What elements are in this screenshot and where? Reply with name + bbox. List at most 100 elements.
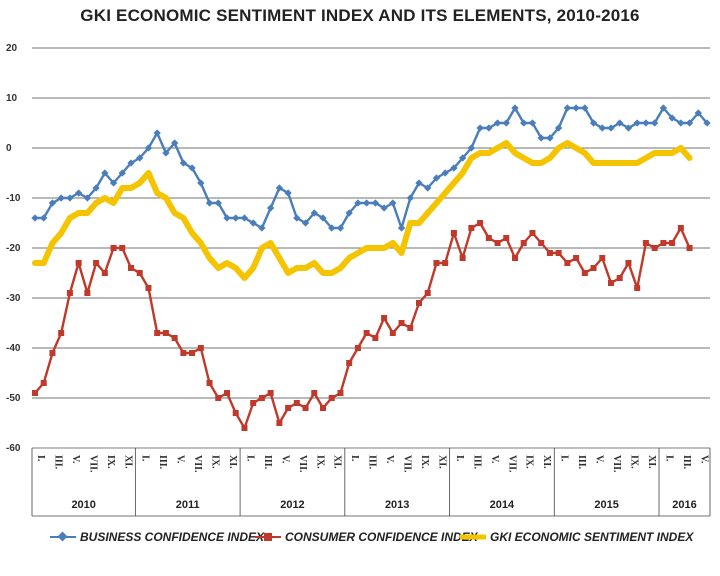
data-point-business (537, 134, 545, 142)
data-point-consumer (110, 245, 117, 251)
data-point-consumer (354, 345, 361, 351)
data-point-consumer (58, 330, 65, 336)
x-tick-label-month: XI. (122, 455, 133, 469)
data-point-business (31, 214, 39, 222)
data-point-consumer (66, 290, 73, 296)
data-point-consumer (608, 280, 614, 286)
data-point-business (424, 184, 432, 192)
data-point-business (232, 214, 240, 222)
data-point-consumer (189, 350, 196, 356)
data-point-consumer (320, 405, 326, 411)
y-tick-label: 10 (6, 93, 18, 104)
data-point-business (362, 199, 371, 207)
series-line-0 (33, 106, 709, 230)
data-point-business (101, 169, 109, 177)
data-point-consumer (302, 405, 309, 411)
data-point-business (563, 104, 572, 112)
x-tick-label-month: V. (279, 455, 290, 464)
x-tick-label-month: III. (157, 455, 168, 470)
x-tick-label-month: IX. (419, 455, 430, 469)
data-point-consumer (625, 260, 632, 266)
data-point-consumer (546, 250, 553, 256)
data-point-consumer (677, 225, 684, 231)
data-point-business (502, 119, 510, 127)
x-tick-label-month: I. (349, 455, 360, 462)
data-point-business (293, 214, 301, 222)
data-point-consumer (145, 285, 152, 291)
data-point-business (572, 104, 580, 112)
data-point-business (546, 134, 554, 142)
x-tick-label-month: III. (367, 455, 378, 470)
data-point-consumer (180, 350, 187, 356)
data-point-consumer (564, 260, 571, 266)
x-tick-label-month: VII. (611, 455, 622, 473)
x-tick-label-year: 2015 (594, 499, 618, 511)
x-tick-label-month: I. (244, 455, 255, 462)
data-point-business (275, 184, 284, 192)
data-point-business (415, 179, 423, 187)
data-point-consumer (590, 265, 597, 271)
y-axis-ticks: 20 10 0 -10 -20 -30 -40 -50 -60 (6, 43, 21, 454)
data-point-consumer (381, 315, 388, 321)
legend-item-consumer: CONSUMER CONFIDENCE INDEX (255, 527, 478, 547)
data-point-business (406, 194, 414, 202)
data-point-consumer (512, 255, 518, 261)
y-tick-label: 20 (6, 43, 18, 54)
series-line-1 (33, 221, 691, 430)
x-tick-label-month: V. (698, 455, 709, 464)
legend-item-gki: GKI ECONOMIC SENTIMENT INDEX (460, 527, 693, 547)
data-point-consumer (477, 220, 484, 226)
data-point-consumer (215, 395, 222, 401)
data-point-business (450, 164, 458, 172)
data-point-business (249, 219, 257, 227)
data-point-consumer (197, 345, 204, 351)
data-point-consumer (442, 260, 449, 266)
x-tick-label-month: V. (384, 455, 395, 464)
x-tick-label-month: IX. (210, 455, 221, 469)
data-point-consumer (398, 320, 405, 326)
legend-label-consumer: CONSUMER CONFIDENCE INDEX (285, 530, 478, 544)
legend-swatch-gki (460, 534, 486, 540)
data-point-consumer (128, 265, 134, 271)
series-line-2 (32, 140, 693, 281)
legend: BUSINESS CONFIDENCE INDEX CONSUMER CONFI… (0, 527, 720, 547)
x-tick-label-month: I. (140, 455, 151, 462)
data-point-consumer (468, 225, 475, 231)
data-point-business (389, 199, 397, 207)
x-tick-label-month: VII. (192, 455, 203, 473)
data-point-consumer (328, 395, 335, 401)
data-point-business (520, 119, 528, 127)
legend-swatch-business (50, 531, 76, 542)
data-point-consumer (84, 290, 91, 296)
data-point-business (319, 214, 327, 222)
data-point-consumer (206, 380, 213, 386)
data-point-consumer (599, 255, 606, 261)
legend-swatch-consumer (255, 533, 281, 541)
data-point-business (354, 199, 362, 207)
y-tick-label: -30 (6, 293, 21, 304)
data-point-consumer (75, 260, 82, 266)
data-point-consumer (634, 285, 641, 291)
data-point-consumer (555, 250, 562, 256)
data-point-business (188, 164, 196, 172)
data-point-consumer (154, 330, 161, 336)
data-point-consumer (337, 390, 344, 396)
x-tick-label-month: V. (70, 455, 81, 464)
data-point-consumer (293, 400, 300, 406)
x-tick-label-month: V. (489, 455, 500, 464)
data-point-business (266, 204, 275, 212)
data-point-business (328, 224, 336, 232)
x-tick-label-year: 2011 (176, 499, 200, 511)
data-point-business (467, 144, 476, 152)
data-point-business (284, 189, 292, 197)
x-tick-label-month: III. (52, 455, 63, 470)
data-point-consumer (267, 390, 274, 396)
data-point-consumer (485, 235, 492, 241)
x-tick-label-month: XI. (541, 455, 552, 469)
data-point-consumer (311, 390, 318, 396)
y-tick-label: -60 (6, 443, 21, 454)
x-tick-label-month: III. (262, 455, 273, 470)
data-point-consumer (372, 335, 379, 341)
series-lines (31, 104, 711, 431)
data-point-business (397, 224, 406, 232)
